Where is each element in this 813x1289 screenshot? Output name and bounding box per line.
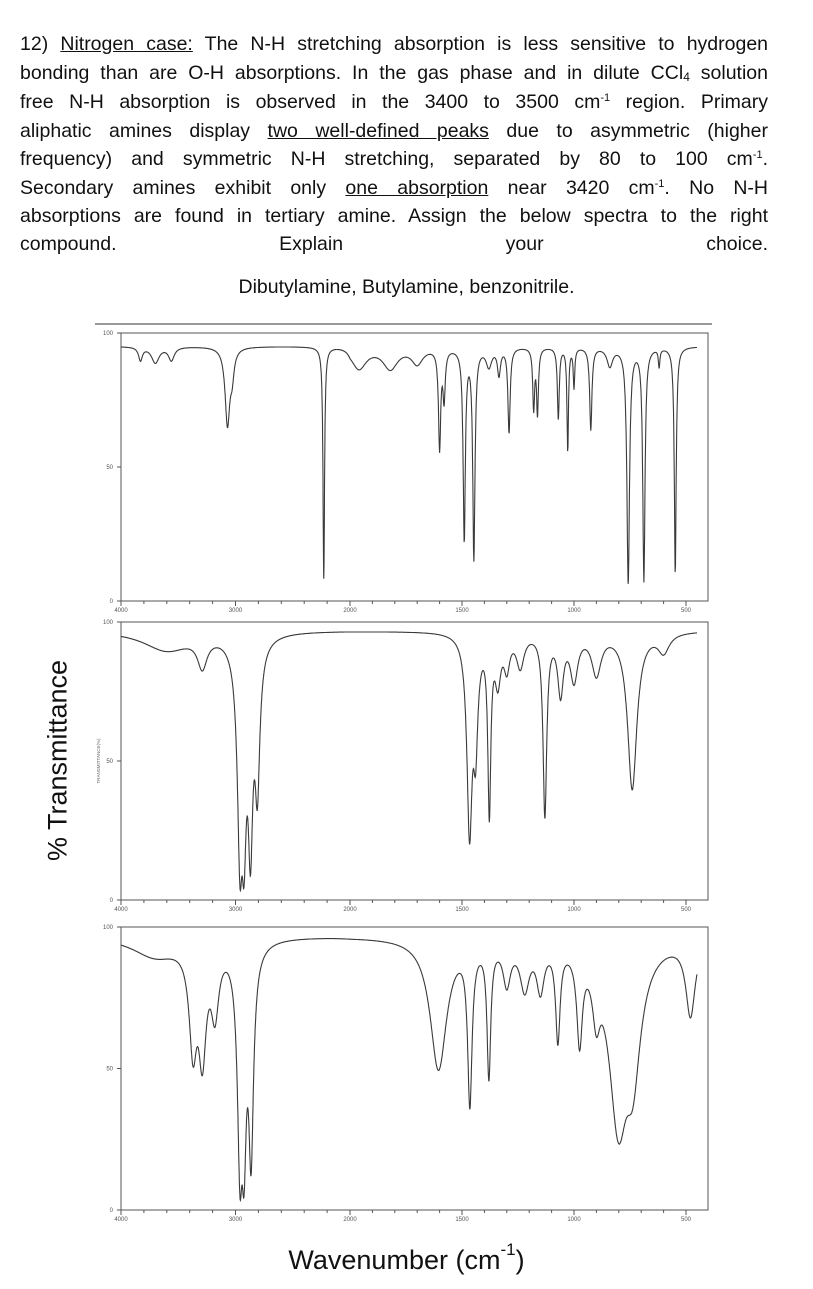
line-text: frequency) and symmetric N-H stretching,… bbox=[20, 147, 768, 171]
question-line: frequency) and symmetric N-H stretching,… bbox=[20, 147, 768, 171]
underlined-phrase: one absorption bbox=[345, 177, 489, 199]
line-text: 12) Nitrogen case: The N-H stretching ab… bbox=[20, 32, 768, 56]
line-text: absorptions are found in tertiary amine.… bbox=[20, 204, 768, 228]
y-tick-label: 100 bbox=[103, 331, 114, 337]
text-segment: bonding than are O-H absorptions. In the… bbox=[20, 62, 684, 84]
x-tick-label: 4000 bbox=[114, 608, 128, 614]
y-tick-label: 100 bbox=[103, 620, 114, 626]
line-text: compound. Explain your choice. bbox=[20, 233, 768, 255]
text-segment: region. Primary bbox=[610, 91, 768, 113]
text-segment: 4 bbox=[683, 70, 690, 84]
text-segment: free N-H absorption is observed in the 3… bbox=[20, 91, 601, 113]
x-tick-label: 4000 bbox=[114, 1217, 128, 1223]
question-line: free N-H absorption is observed in the 3… bbox=[20, 90, 768, 114]
y-tick-label: 0 bbox=[110, 898, 114, 904]
text-segment: The N-H stretching absorption is less se… bbox=[192, 33, 769, 55]
y-tick-label: 100 bbox=[103, 925, 114, 931]
x-tick-label: 1500 bbox=[455, 608, 469, 614]
underlined-phrase: Nitrogen case: bbox=[60, 33, 193, 55]
line-text: free N-H absorption is observed in the 3… bbox=[20, 90, 768, 114]
text-segment: -1 bbox=[752, 149, 763, 161]
text-segment: -1 bbox=[654, 178, 665, 190]
x-tick-label: 3000 bbox=[229, 907, 243, 913]
text-segment: -1 bbox=[600, 92, 611, 104]
line-text: Secondary amines exhibit only one absorp… bbox=[20, 176, 768, 200]
x-tick-label: 4000 bbox=[114, 907, 128, 913]
plot-frame bbox=[120, 621, 709, 901]
question-line: Secondary amines exhibit only one absorp… bbox=[20, 176, 768, 200]
x-tick-label: 2000 bbox=[343, 608, 357, 614]
text-segment: frequency) and symmetric N-H stretching,… bbox=[20, 148, 753, 170]
text-segment: . bbox=[762, 148, 768, 170]
y-tick-label: 50 bbox=[106, 465, 113, 471]
text-segment: near 3420 cm bbox=[488, 177, 655, 199]
y-tick-label: 50 bbox=[106, 1067, 113, 1073]
inner-y-label: TRANSMITTANCE(%) bbox=[96, 738, 101, 783]
line-text: bonding than are O-H absorptions. In the… bbox=[20, 61, 768, 85]
y-tick-label: 0 bbox=[110, 599, 114, 605]
question-line: absorptions are found in tertiary amine.… bbox=[20, 204, 768, 228]
x-tick-label: 3000 bbox=[229, 608, 243, 614]
x-axis-label-sup: -1 bbox=[500, 1240, 516, 1259]
question-line: aliphatic amines display two well-define… bbox=[20, 119, 768, 143]
text-segment: . No N-H bbox=[664, 177, 769, 199]
x-tick-label: 500 bbox=[681, 1217, 692, 1223]
x-tick-label: 1500 bbox=[455, 1217, 469, 1223]
x-tick-label: 1500 bbox=[455, 907, 469, 913]
x-tick-label: 500 bbox=[681, 608, 692, 614]
spectrum-trace bbox=[121, 346, 698, 584]
x-tick-label: 1000 bbox=[567, 608, 581, 614]
question-line: 12) Nitrogen case: The N-H stretching ab… bbox=[20, 32, 768, 56]
text-segment: 12) bbox=[20, 33, 61, 55]
x-axis-label-text: Wavenumber (cm bbox=[288, 1245, 501, 1275]
question-line: bonding than are O-H absorptions. In the… bbox=[20, 61, 768, 85]
spectrum-trace bbox=[120, 631, 697, 893]
x-tick-label: 3000 bbox=[229, 1217, 243, 1223]
text-segment: aliphatic amines display bbox=[20, 120, 268, 142]
line-text: aliphatic amines display two well-define… bbox=[20, 119, 768, 143]
plot-frame bbox=[120, 332, 709, 602]
x-tick-label: 2000 bbox=[343, 907, 357, 913]
y-axis-label: % Transmittance bbox=[42, 659, 73, 862]
y-tick-label: 0 bbox=[110, 1208, 114, 1214]
spectrum-trace bbox=[120, 938, 698, 1203]
compound-list: Dibutylamine, Butylamine, benzonitrile. bbox=[238, 276, 575, 298]
x-axis-label-close: ) bbox=[515, 1245, 525, 1275]
x-tick-label: 500 bbox=[681, 907, 692, 913]
x-tick-label: 1000 bbox=[567, 907, 581, 913]
plot-frame bbox=[120, 926, 709, 1211]
text-segment: Secondary amines exhibit only bbox=[20, 177, 346, 199]
text-segment: solution bbox=[689, 62, 768, 84]
text-segment: compound. Explain your choice. bbox=[20, 233, 768, 255]
x-tick-label: 1000 bbox=[567, 1217, 581, 1223]
x-tick-label: 2000 bbox=[343, 1217, 357, 1223]
y-tick-label: 50 bbox=[106, 759, 113, 765]
x-axis-label: Wavenumber (cm-1) bbox=[0, 1241, 813, 1276]
underlined-phrase: two well-defined peaks bbox=[267, 120, 489, 142]
question-line: compound. Explain your choice. bbox=[20, 232, 768, 256]
text-segment: due to asymmetric (higher bbox=[488, 120, 768, 142]
text-segment: absorptions are found in tertiary amine.… bbox=[20, 205, 768, 227]
